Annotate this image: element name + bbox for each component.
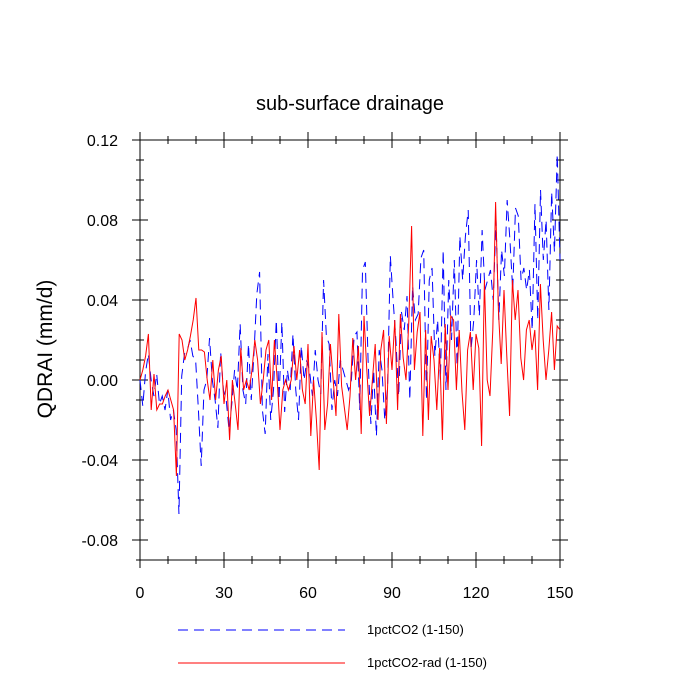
y-tick-label: 0.12 (87, 133, 118, 150)
legend-label-1pctco2-rad: 1pctCO2-rad (1-150) (367, 655, 487, 670)
series-layer (139, 153, 561, 515)
axis-ticks: 0 30 60 90 120 150 -0.08 -0.04 0.00 0.04 0.08 0.12 (82, 132, 574, 602)
y-axis-label: QDRAI (mm/d) (34, 280, 57, 419)
y-tick-label: 0.08 (87, 213, 118, 230)
plot-frame (139, 139, 561, 561)
legend-label-1pctco2: 1pctCO2 (1-150) (367, 622, 464, 637)
series-line-1pctco2-rad (139, 201, 561, 477)
chart-title: sub-surface drainage (256, 93, 444, 115)
legend: 1pctCO2 (1-150) 1pctCO2-rad (1-150) (178, 622, 487, 670)
series-line-1pctco2 (139, 153, 561, 515)
y-tick-label: -0.04 (82, 453, 119, 470)
x-tick-label: 120 (463, 585, 490, 602)
x-tick-label: 90 (383, 585, 401, 602)
x-tick-label: 0 (136, 585, 145, 602)
y-tick-label: -0.08 (82, 533, 119, 550)
x-tick-label: 30 (215, 585, 233, 602)
y-tick-label: 0.00 (87, 373, 118, 390)
y-tick-label: 0.04 (87, 293, 118, 310)
x-tick-label: 60 (299, 585, 317, 602)
x-tick-label: 150 (547, 585, 574, 602)
